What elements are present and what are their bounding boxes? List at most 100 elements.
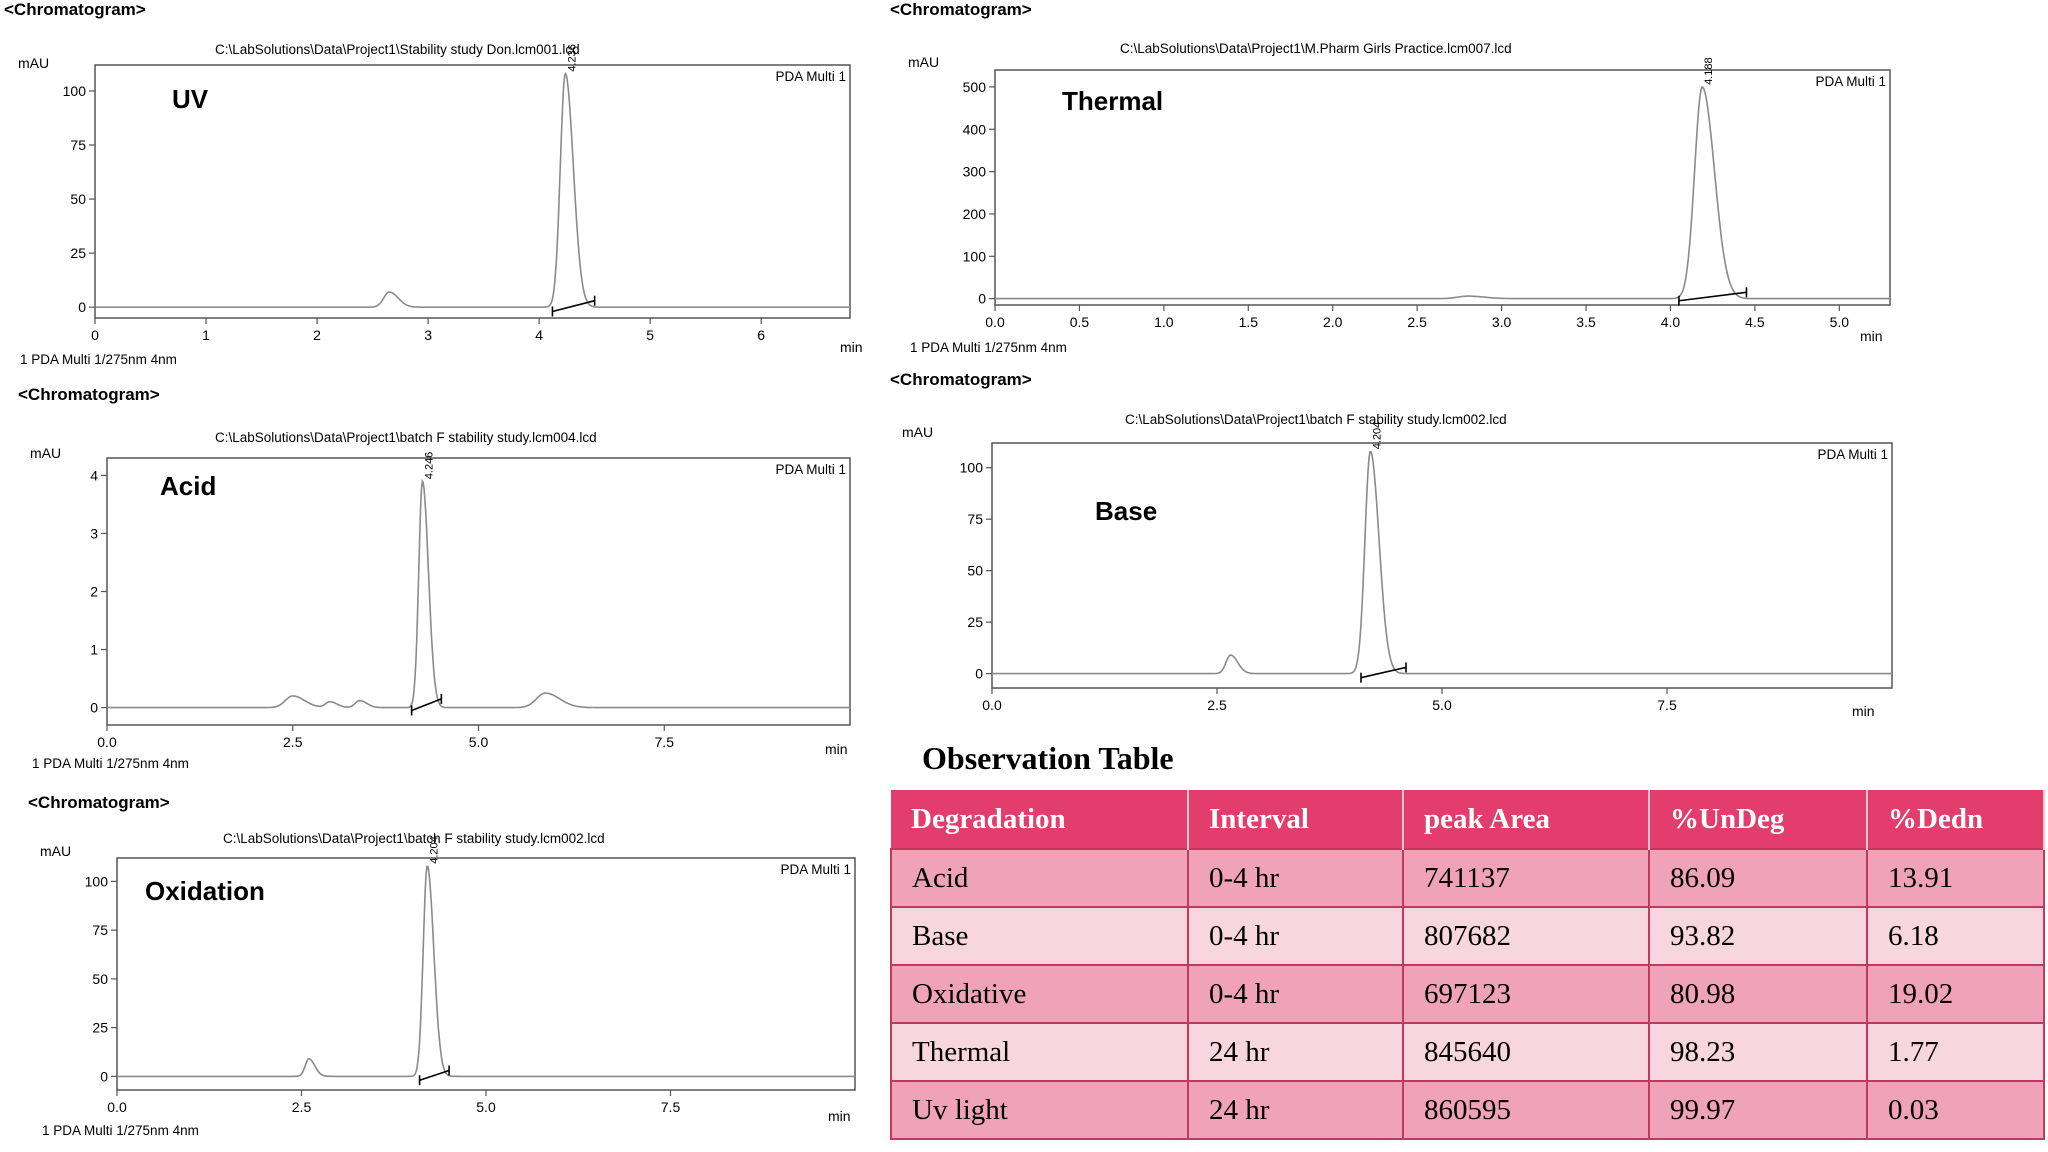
- x-tick-label: 0.0: [97, 734, 117, 750]
- peak-retention-label: 4.246: [423, 452, 435, 480]
- y-axis-unit: mAU: [30, 445, 61, 461]
- x-tick-label: 3.0: [1492, 314, 1512, 330]
- detector-label: PDA Multi 1: [1815, 74, 1886, 89]
- integration-baseline: [552, 299, 595, 313]
- table-cell: 0-4 hr: [1187, 848, 1404, 908]
- y-tick-label: 1: [90, 642, 98, 658]
- table-cell: Oxidative: [890, 964, 1189, 1024]
- x-tick-label: 3.5: [1576, 314, 1596, 330]
- y-tick-label: 50: [967, 563, 983, 579]
- y-tick-label: 300: [963, 164, 987, 180]
- file-path: C:\LabSolutions\Data\Project1\batch F st…: [223, 831, 605, 846]
- chromatogram-header: <Chromatogram>: [890, 370, 1032, 389]
- file-path: C:\LabSolutions\Data\Project1\batch F st…: [1125, 412, 1507, 427]
- table-cell: 24 hr: [1187, 1022, 1404, 1082]
- detector-footer: 1 PDA Multi 1/275nm 4nm: [32, 756, 189, 771]
- sample-label: Base: [1095, 496, 1157, 526]
- y-tick-label: 100: [960, 460, 984, 476]
- detector-footer: 1 PDA Multi 1/275nm 4nm: [42, 1123, 199, 1138]
- x-tick-label: 4: [535, 327, 543, 343]
- file-path: C:\LabSolutions\Data\Project1\batch F st…: [215, 430, 597, 445]
- x-tick-label: 0.0: [982, 697, 1002, 713]
- chromatogram-header: <Chromatogram>: [28, 793, 170, 812]
- chromatogram-plot: 0 100 200 300 400 500 0.0 0.5 1.0 1.5 2.0 2.5 3.0 3.5…: [908, 54, 1891, 344]
- y-tick-label: 100: [85, 873, 109, 889]
- y-tick-label: 3: [90, 525, 98, 541]
- x-tick-label: 2.5: [1407, 314, 1427, 330]
- file-path: C:\LabSolutions\Data\Project1\M.Pharm Gi…: [1120, 41, 1512, 56]
- chromatogram-plot: 0 25 50 75 100 0.0 2.5 5.0 7.5 mAU min PDA Multi 1 O…: [40, 836, 856, 1124]
- y-tick-label: 0: [975, 666, 983, 682]
- x-tick-label: 5: [646, 327, 654, 343]
- chromatogram-plot: 0 25 50 75 100 0 1 2 3 4 5 6 mAU min PDA Multi 1 UV 4.23…: [18, 44, 863, 355]
- y-axis-unit: mAU: [18, 55, 49, 71]
- table-header-row: Degradation Interval peak Area %UnDeg %D…: [891, 790, 2045, 849]
- plot-frame: [94, 64, 851, 319]
- integration-baseline: [419, 1069, 450, 1082]
- detector-footer: 1 PDA Multi 1/275nm 4nm: [20, 352, 177, 367]
- table-cell: 99.97: [1648, 1080, 1868, 1140]
- table-cell: 24 hr: [1187, 1080, 1404, 1140]
- x-axis-unit: min: [840, 339, 863, 355]
- table-cell: 845640: [1402, 1022, 1650, 1082]
- observation-table: Degradation Interval peak Area %UnDeg %D…: [890, 790, 2045, 1140]
- y-tick-label: 4: [90, 467, 98, 483]
- detector-footer: 1 PDA Multi 1/275nm 4nm: [910, 340, 1067, 355]
- chromatogram-uv: <Chromatogram> C:\LabSolutions\Data\Proj…: [0, 0, 880, 380]
- chromatogram-plot: 0 1 2 3 4 0.0 2.5 5.0 7.5 mAU min PDA Multi 1 Acid 4.…: [30, 445, 851, 757]
- y-tick-label: 400: [963, 121, 987, 137]
- table-cell: Acid: [890, 848, 1189, 908]
- y-tick-label: 25: [967, 614, 983, 630]
- detector-label: PDA Multi 1: [1817, 447, 1888, 462]
- table-cell: 860595: [1402, 1080, 1650, 1140]
- chromatogram-plot: 0 25 50 75 100 0.0 2.5 5.0 7.5 mAU min PDA Multi 1 B…: [902, 422, 1893, 719]
- chromatogram-header: <Chromatogram>: [18, 385, 160, 404]
- table-cell: 80.98: [1648, 964, 1868, 1024]
- table-row: Acid 0-4 hr 741137 86.09 13.91: [890, 848, 2045, 908]
- peak-retention-label: 4.204: [1371, 422, 1383, 450]
- chromatogram-base: <Chromatogram> C:\LabSolutions\Data\Proj…: [880, 370, 2048, 720]
- y-tick-label: 50: [92, 971, 108, 987]
- chromatogram-oxidation: <Chromatogram> C:\LabSolutions\Data\Proj…: [0, 790, 880, 1152]
- table-row: Uv light 24 hr 860595 99.97 0.03: [890, 1080, 2045, 1140]
- x-tick-label: 2.0: [1323, 314, 1343, 330]
- table-cell: Base: [890, 906, 1189, 966]
- y-tick-label: 100: [963, 248, 987, 264]
- x-tick-label: 2.5: [283, 734, 303, 750]
- x-tick-label: 7.5: [661, 1099, 681, 1115]
- x-tick-label: 5.0: [1830, 314, 1850, 330]
- table-cell: 86.09: [1648, 848, 1868, 908]
- table-row: Oxidative 0-4 hr 697123 80.98 19.02: [890, 964, 2045, 1024]
- sample-label: Oxidation: [145, 876, 265, 906]
- detector-label: PDA Multi 1: [775, 69, 846, 84]
- table-cell: 98.23: [1648, 1022, 1868, 1082]
- table-cell: Uv light: [890, 1080, 1189, 1140]
- table-cell: 0-4 hr: [1187, 964, 1404, 1024]
- sample-label: Thermal: [1062, 86, 1163, 116]
- table-cell: Thermal: [890, 1022, 1189, 1082]
- integration-baseline: [411, 698, 442, 712]
- x-tick-label: 0.0: [985, 314, 1005, 330]
- x-tick-label: 2.5: [1207, 697, 1227, 713]
- x-tick-label: 2.5: [292, 1099, 312, 1115]
- x-axis-unit: min: [1852, 703, 1875, 719]
- plot-frame: [994, 69, 1891, 306]
- observation-table-title: Observation Table: [922, 740, 1174, 776]
- table-cell: 19.02: [1866, 964, 2045, 1024]
- chromatogram-header: <Chromatogram>: [4, 0, 146, 19]
- x-tick-label: 1: [202, 327, 210, 343]
- chromatogram-thermal: <Chromatogram> C:\LabSolutions\Data\Proj…: [880, 0, 2048, 380]
- x-tick-label: 4.0: [1661, 314, 1681, 330]
- table-cell: 0.03: [1866, 1080, 2045, 1140]
- x-tick-label: 5.0: [469, 734, 489, 750]
- column-header: peak Area: [1403, 790, 1650, 849]
- y-tick-label: 500: [963, 79, 987, 95]
- x-tick-label: 5.0: [1432, 697, 1452, 713]
- y-tick-label: 0: [100, 1068, 108, 1084]
- x-tick-label: 1.5: [1239, 314, 1259, 330]
- integration-baseline: [1360, 666, 1407, 679]
- chromatogram-trace: [95, 72, 850, 308]
- y-tick-label: 25: [92, 1020, 108, 1036]
- chromatogram-trace: [992, 450, 1892, 675]
- sample-label: UV: [172, 84, 209, 114]
